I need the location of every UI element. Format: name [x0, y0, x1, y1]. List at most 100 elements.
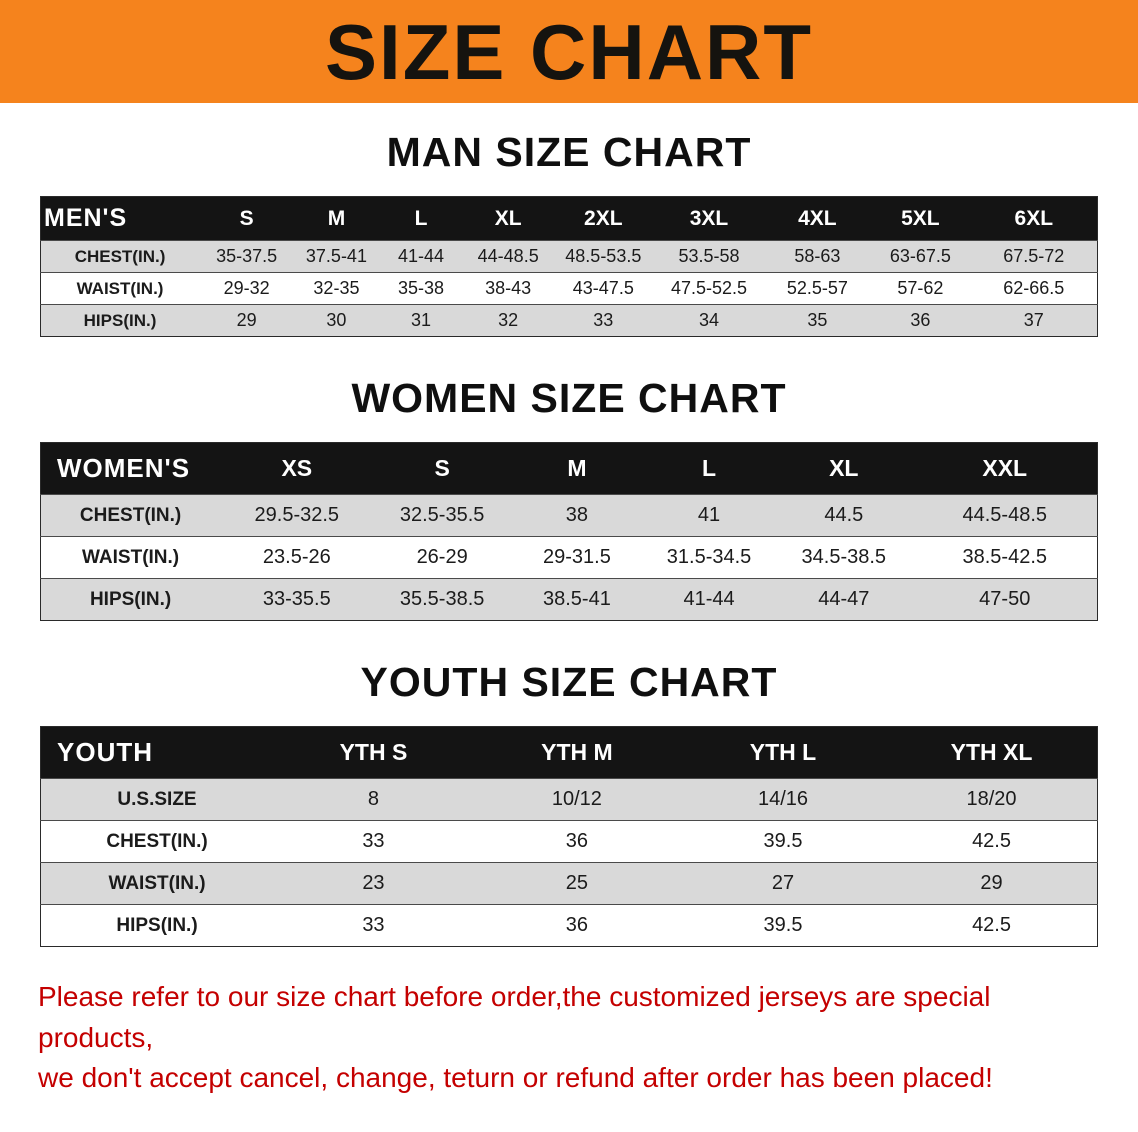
men-size-value: 30 — [326, 310, 347, 330]
section-youth: YOUTH SIZE CHART YOUTH YTH S YTH M YTH L YTH … — [0, 659, 1138, 947]
youth-size-value: 39.5 — [763, 914, 803, 936]
section-men: MAN SIZE CHART MEN'S S M L XL 2XL 3XL 4XL 5XL 6XL C… — [0, 129, 1138, 337]
youth-size-value: 27 — [771, 872, 795, 894]
men-size-value: 48.5-53.5 — [565, 246, 642, 266]
youth-row-label: WAIST(IN.) — [108, 872, 206, 894]
men-size-value: 57-62 — [897, 278, 944, 298]
banner: SIZE CHART — [0, 0, 1138, 103]
men-row-label: WAIST(IN.) — [76, 278, 164, 298]
women-row-label: HIPS(IN.) — [89, 588, 172, 610]
note-line-1: Please refer to our size chart before or… — [38, 981, 991, 1053]
youth-size-value: 8 — [367, 788, 379, 810]
banner-title: SIZE CHART — [325, 7, 813, 96]
men-size-value: 41-44 — [397, 246, 445, 266]
men-size-value: 35-37.5 — [216, 246, 278, 266]
men-size-col-header: S — [199, 196, 295, 241]
youth-size-value: 18/20 — [966, 788, 1017, 810]
men-size-value: 35 — [807, 310, 828, 330]
women-size-value: 29-31.5 — [542, 546, 611, 568]
women-size-value: 41-44 — [683, 588, 735, 610]
men-size-col-header: 2XL — [553, 196, 654, 241]
men-row-label: HIPS(IN.) — [83, 310, 157, 330]
men-table-row: WAIST(IN.) 29-32 32-35 35-38 38-43 43-47.5 47.… — [40, 272, 1098, 305]
youth-row-label: HIPS(IN.) — [116, 914, 198, 936]
men-size-value: 38-43 — [485, 278, 532, 298]
men-size-value: 34 — [698, 310, 720, 330]
youth-table-title-cell: YOUTH — [40, 726, 274, 779]
women-size-value: 32.5-35.5 — [399, 504, 485, 526]
men-size-table: MEN'S S M L XL 2XL 3XL 4XL 5XL 6XL CHEST(IN.) 35-37… — [40, 196, 1098, 337]
men-size-value: 67.5-72 — [1003, 246, 1065, 266]
men-size-col-header: 4XL — [764, 196, 871, 241]
women-row-label: WAIST(IN.) — [82, 546, 180, 568]
youth-size-col-header: YTH L — [679, 726, 887, 779]
footer-note: Please refer to our size chart before or… — [0, 977, 1138, 1099]
men-size-col-header: M — [294, 196, 379, 241]
women-size-col-header: XL — [775, 442, 913, 495]
men-size-col-header: 3XL — [653, 196, 765, 241]
women-header-row: WOMEN'S XS S M L XL XXL — [40, 442, 1098, 495]
women-table-title-cell: WOMEN'S — [40, 442, 221, 495]
men-size-col-header: 6XL — [970, 196, 1098, 241]
youth-size-value: 42.5 — [972, 914, 1011, 936]
women-size-value: 44.5-48.5 — [962, 504, 1047, 526]
women-size-value: 38 — [565, 504, 589, 526]
men-size-value: 58-63 — [794, 246, 841, 266]
women-size-value: 38.5-41 — [542, 588, 611, 610]
men-size-value: 31 — [410, 310, 431, 330]
men-row-label: CHEST(IN.) — [74, 246, 166, 266]
men-header-row: MEN'S S M L XL 2XL 3XL 4XL 5XL 6XL — [40, 196, 1098, 241]
youth-size-value: 14/16 — [757, 788, 809, 810]
youth-size-value: 33 — [362, 914, 385, 936]
men-size-value: 37.5-41 — [305, 246, 367, 266]
youth-size-col-header: YTH XL — [886, 726, 1098, 779]
men-size-col-header: XL — [463, 196, 554, 241]
men-size-value: 32 — [498, 310, 519, 330]
men-size-value: 32-35 — [313, 278, 360, 298]
women-size-col-header: S — [373, 442, 511, 495]
women-size-value: 29.5-32.5 — [254, 504, 340, 526]
women-size-value: 34.5-38.5 — [801, 546, 887, 568]
women-size-value: 31.5-34.5 — [666, 546, 752, 568]
youth-table-row: HIPS(IN.) 33 36 39.5 42.5 — [40, 904, 1098, 947]
men-table-row: CHEST(IN.) 35-37.5 37.5-41 41-44 44-48.5 48.5… — [40, 240, 1098, 273]
youth-size-value: 36 — [565, 830, 589, 852]
youth-row-label: CHEST(IN.) — [106, 830, 208, 852]
note-line-2: we don't accept cancel, change, teturn o… — [38, 1062, 993, 1094]
youth-row-label: U.S.SIZE — [117, 788, 197, 810]
size-chart-sections: MAN SIZE CHART MEN'S S M L XL 2XL 3XL 4XL 5XL 6XL C… — [0, 129, 1138, 947]
youth-table-row: WAIST(IN.) 23 25 27 29 — [40, 862, 1098, 905]
women-size-table: WOMEN'S XS S M L XL XXL CHEST(IN.) 29.5-32.5 32.5… — [40, 442, 1098, 621]
women-size-chart-heading: WOMEN SIZE CHART — [351, 375, 787, 421]
men-size-value: 33 — [593, 310, 614, 330]
men-size-value: 36 — [910, 310, 931, 330]
men-size-col-header: 5XL — [870, 196, 971, 241]
youth-table-row: U.S.SIZE 8 10/12 14/16 18/20 — [40, 778, 1098, 821]
women-size-col-header: L — [642, 442, 776, 495]
men-size-chart-heading: MAN SIZE CHART — [386, 129, 752, 175]
men-size-value: 35-38 — [397, 278, 445, 298]
women-size-value: 44.5 — [824, 504, 864, 526]
men-size-col-header: L — [378, 196, 464, 241]
women-size-value: 26-29 — [416, 546, 468, 568]
men-table-title-cell: MEN'S — [40, 196, 200, 241]
youth-size-value: 25 — [565, 872, 589, 894]
youth-size-value: 36 — [565, 914, 589, 936]
men-size-value: 43-47.5 — [572, 278, 634, 298]
youth-table-row: CHEST(IN.) 33 36 39.5 42.5 — [40, 820, 1098, 863]
women-size-value: 33-35.5 — [262, 588, 331, 610]
women-size-value: 44-47 — [818, 588, 870, 610]
men-table-row: HIPS(IN.) 29 30 31 32 33 34 35 36 37 — [40, 304, 1098, 337]
men-size-value: 62-66.5 — [1003, 278, 1065, 298]
youth-size-value: 42.5 — [972, 830, 1011, 852]
women-table-row: WAIST(IN.) 23.5-26 26-29 29-31.5 31.5-34.5 34… — [40, 536, 1098, 579]
women-size-value: 23.5-26 — [262, 546, 331, 568]
youth-size-value: 10/12 — [551, 788, 602, 810]
men-size-value: 37 — [1023, 310, 1044, 330]
youth-size-chart-heading: YOUTH SIZE CHART — [360, 659, 778, 705]
youth-size-value: 33 — [362, 830, 385, 852]
men-size-value: 53.5-58 — [678, 246, 740, 266]
women-table-row: HIPS(IN.) 33-35.5 35.5-38.5 38.5-41 41-44 44-… — [40, 578, 1098, 621]
youth-size-value: 23 — [362, 872, 385, 894]
section-women: WOMEN SIZE CHART WOMEN'S XS S M L XL XXL CHEST(I… — [0, 375, 1138, 621]
